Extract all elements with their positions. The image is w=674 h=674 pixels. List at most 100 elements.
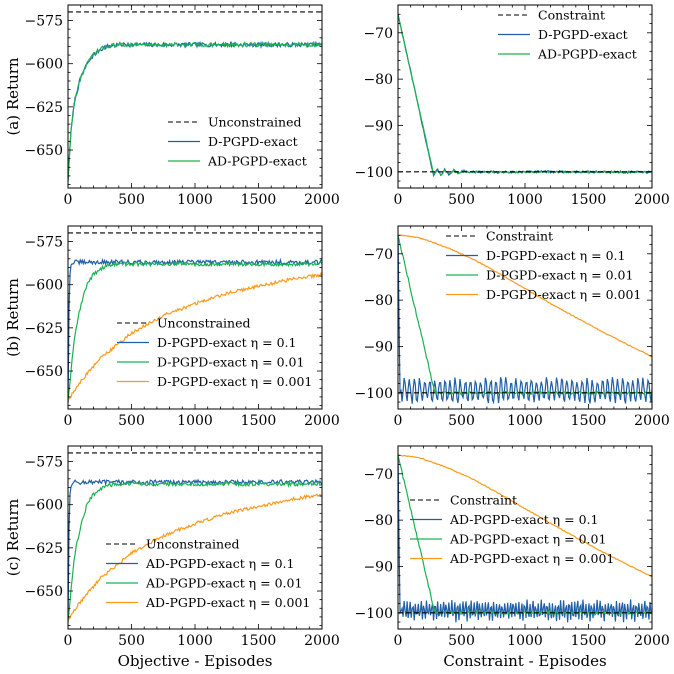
series-line — [68, 479, 322, 623]
series-line — [68, 260, 322, 403]
legend-label: Constraint — [538, 8, 605, 23]
y-tick-label: −650 — [25, 143, 63, 159]
legend-label: Constraint — [486, 229, 553, 244]
y-axis-label: (c) Return — [4, 498, 22, 576]
x-tick-label: 1000 — [507, 413, 543, 429]
x-tick-label: 500 — [118, 413, 145, 429]
y-tick-label: −600 — [25, 57, 63, 73]
y-axis-label: (a) Return — [4, 57, 22, 135]
x-tick-label: 500 — [118, 633, 145, 649]
y-tick-label: −80 — [363, 293, 393, 309]
legend-label: D-PGPD-exact η = 0.01 — [157, 355, 304, 370]
x-tick-label: 2000 — [634, 633, 670, 649]
legend: Constraint D-PGPD-exact η = 0.1 D-PGPD-exa… — [446, 229, 641, 302]
x-tick-label: 0 — [64, 413, 73, 429]
y-tick-label: −90 — [363, 339, 393, 355]
y-tick-label: −600 — [25, 278, 63, 294]
x-tick-label: 1000 — [177, 633, 213, 649]
y-tick-label: −600 — [25, 498, 63, 514]
y-tick-label: −100 — [355, 165, 393, 181]
y-tick-label: −70 — [363, 247, 393, 263]
x-tick-label: 0 — [394, 192, 403, 208]
y-tick-label: −100 — [355, 606, 393, 622]
y-axis-label: (b) Return — [4, 278, 22, 357]
panel-b-constraint: 0 500 1000 1500 2000 −100 −90 −80 −70 Constraint D… — [355, 225, 670, 429]
y-tick-label: −575 — [25, 455, 63, 471]
x-tick-label: 500 — [448, 192, 475, 208]
legend-label: D-PGPD-exact — [208, 134, 298, 149]
plot-area — [398, 14, 652, 178]
y-tick-label: −625 — [25, 541, 63, 557]
panel-a-objective: 0 500 1000 1500 2000 −650 −625 −600 −575 (a) Retu… — [4, 4, 340, 208]
y-tick-label: −625 — [25, 100, 63, 116]
x-tick-label: 1500 — [571, 413, 607, 429]
x-tick-label: 0 — [64, 633, 73, 649]
x-tick-label: 0 — [394, 413, 403, 429]
legend-label: Unconstrained — [157, 316, 250, 331]
panel-c-constraint: 0 500 1000 1500 2000 −100 −90 −80 −70 Constraint … — [355, 445, 670, 670]
panel-a-constraint: 0 500 1000 1500 2000 −100 −90 −80 −70 Constraint D… — [355, 4, 670, 208]
y-tick-label: −650 — [25, 584, 63, 600]
x-tick-label: 1500 — [571, 633, 607, 649]
y-tick-label: −625 — [25, 321, 63, 337]
legend-label: AD-PGPD-exact η = 0.001 — [449, 551, 614, 566]
y-tick-label: −90 — [363, 118, 393, 134]
x-tick-label: 1500 — [241, 413, 277, 429]
legend-label: D-PGPD-exact η = 0.01 — [486, 268, 633, 283]
y-tick-label: −575 — [25, 14, 63, 30]
legend-label: D-PGPD-exact η = 0.001 — [157, 374, 312, 389]
series-line — [68, 271, 322, 401]
series-line — [68, 40, 322, 182]
legend-label: Unconstrained — [146, 537, 239, 552]
x-tick-label: 1000 — [177, 413, 213, 429]
legend: Constraint AD-PGPD-exact η = 0.1 AD-PGPD-e… — [410, 493, 614, 566]
series-line — [398, 454, 652, 578]
y-tick-label: −650 — [25, 364, 63, 380]
series-line — [68, 257, 322, 403]
legend-label: AD-PGPD-exact — [537, 47, 637, 62]
legend-label: AD-PGPD-exact — [207, 154, 307, 169]
x-tick-label: 500 — [448, 633, 475, 649]
legend-label: Constraint — [450, 493, 517, 508]
x-tick-label: 0 — [394, 633, 403, 649]
y-tick-label: −575 — [25, 235, 63, 251]
x-tick-label: 1500 — [571, 192, 607, 208]
legend: Unconstrained AD-PGPD-exact η = 0.1 AD-PGP… — [106, 537, 310, 610]
panel-c-objective: 0 500 1000 1500 2000 −650 −625 −600 −575 (c) Retu… — [4, 445, 340, 670]
y-tick-label: −80 — [363, 72, 393, 88]
y-tick-label: −70 — [363, 467, 393, 483]
x-tick-label: 1000 — [177, 192, 213, 208]
x-tick-label: 2000 — [304, 192, 340, 208]
legend: Unconstrained D-PGPD-exact η = 0.1 D-PGPD-… — [117, 316, 312, 389]
x-tick-label: 2000 — [634, 413, 670, 429]
y-tick-label: −90 — [363, 559, 393, 575]
legend-label: AD-PGPD-exact η = 0.01 — [449, 532, 606, 547]
legend-label: AD-PGPD-exact η = 0.1 — [145, 556, 294, 571]
plot-area — [68, 232, 322, 403]
x-tick-label: 0 — [64, 192, 73, 208]
x-tick-label: 2000 — [634, 192, 670, 208]
plot-area — [68, 452, 322, 623]
x-tick-label: 500 — [118, 192, 145, 208]
legend-label: D-PGPD-exact η = 0.1 — [157, 335, 296, 350]
legend-label: Unconstrained — [208, 115, 301, 130]
legend-label: AD-PGPD-exact η = 0.001 — [145, 595, 310, 610]
series-line — [68, 478, 322, 623]
legend-label: D-PGPD-exact η = 0.1 — [486, 248, 625, 263]
legend-label: AD-PGPD-exact η = 0.01 — [145, 576, 302, 591]
y-tick-label: −80 — [363, 513, 393, 529]
series-line — [398, 235, 652, 405]
x-tick-label: 2000 — [304, 413, 340, 429]
x-tick-label: 1500 — [241, 192, 277, 208]
x-axis-label: Objective - Episodes — [118, 652, 273, 670]
plot-area — [398, 454, 652, 623]
panel-b-objective: 0 500 1000 1500 2000 −650 −625 −600 −575 (b) Retu… — [4, 225, 340, 429]
legend-label: D-PGPD-exact — [538, 27, 628, 42]
legend-label: AD-PGPD-exact η = 0.1 — [449, 512, 598, 527]
x-tick-label: 1500 — [241, 633, 277, 649]
legend: Constraint D-PGPD-exact AD-PGPD-exact — [498, 8, 637, 62]
legend: Unconstrained D-PGPD-exact AD-PGPD-exact — [168, 115, 307, 169]
plot-area — [398, 234, 652, 405]
x-axis-label: Constraint - Episodes — [443, 652, 606, 670]
